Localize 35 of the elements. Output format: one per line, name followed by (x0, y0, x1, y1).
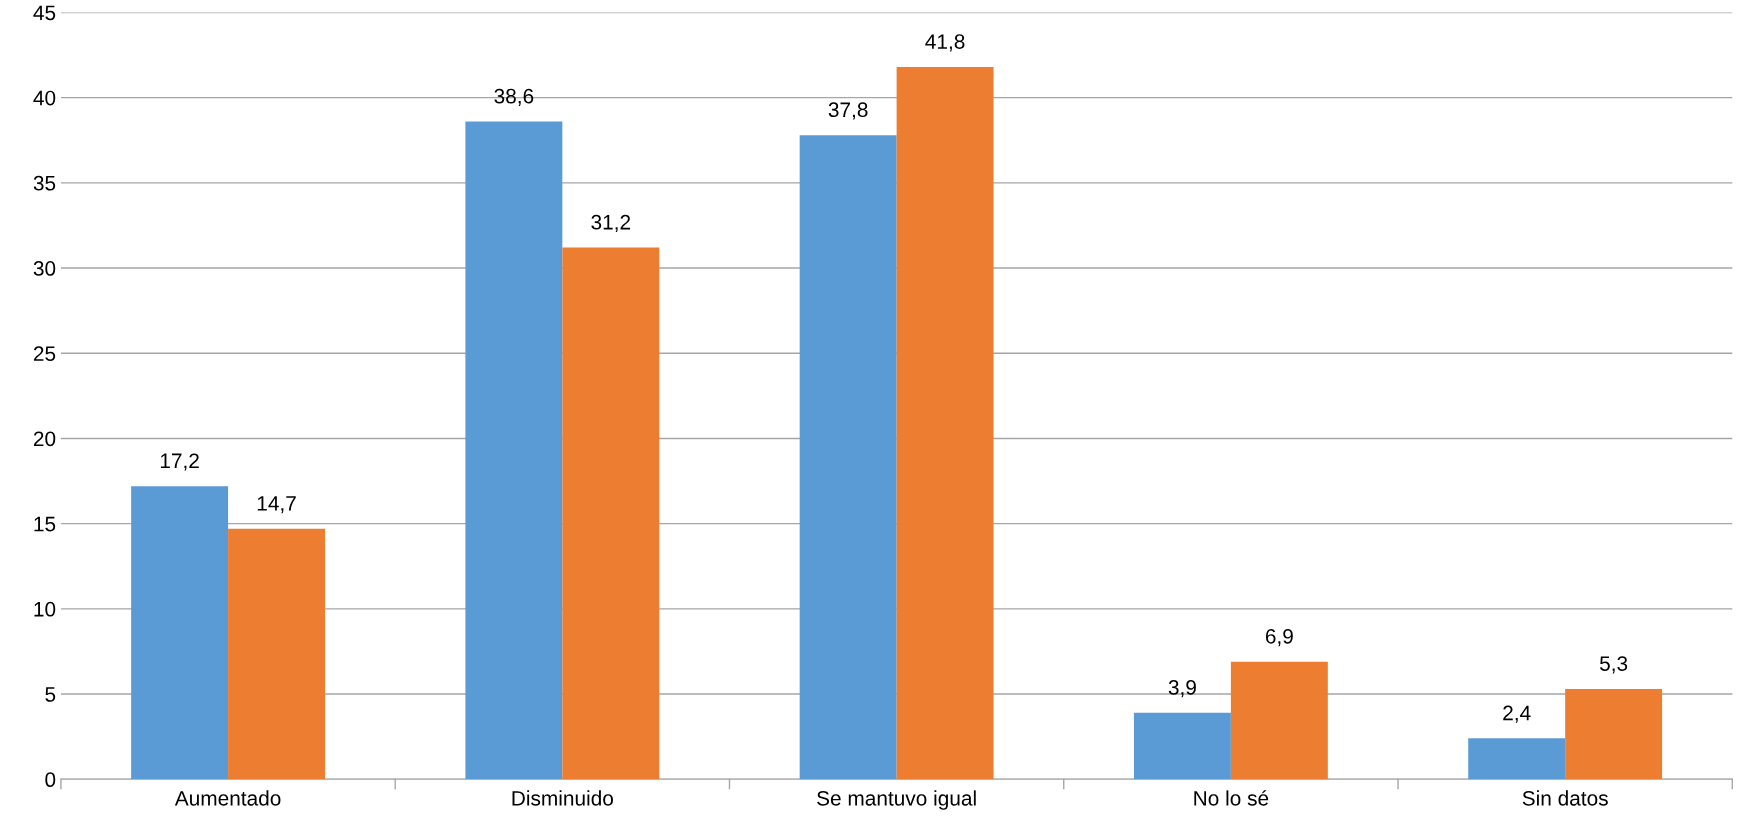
data-label: 2,4 (1503, 705, 1531, 723)
x-tick-label: No lo sé (1194, 790, 1269, 806)
bar (228, 528, 326, 780)
data-label: 14,7 (257, 496, 296, 514)
bar (799, 135, 897, 780)
x-tick-label: Sin datos (1522, 790, 1608, 806)
bar (131, 486, 229, 780)
bar (562, 247, 660, 780)
y-tick-label: 20 (33, 431, 56, 447)
data-label: 6,9 (1265, 628, 1293, 647)
y-tick-label: 5 (45, 687, 56, 702)
y-tick-label: 35 (33, 175, 56, 191)
bar (1133, 712, 1231, 780)
data-label: 31,2 (591, 214, 631, 233)
bar (1468, 738, 1566, 780)
data-label: 37,8 (828, 102, 868, 120)
data-label: 41,8 (925, 34, 965, 52)
y-tick-label: 0 (45, 772, 56, 788)
y-tick-label: 10 (34, 601, 56, 617)
y-tick-label: 40 (33, 90, 56, 106)
y-tick-label: 15 (34, 516, 56, 532)
bar (465, 121, 563, 780)
data-label: 17,2 (160, 453, 199, 471)
data-label: 38,6 (494, 88, 534, 106)
y-tick-label: 45 (33, 5, 56, 21)
bar (1565, 688, 1663, 780)
x-tick-label: Disminuido (512, 790, 613, 806)
data-label: 3,9 (1168, 680, 1196, 698)
x-tick-label: Se mantuvo igual (817, 790, 976, 810)
y-tick-label: 30 (33, 261, 56, 276)
bar (896, 66, 994, 780)
x-tick-label: Aumentado (174, 790, 281, 806)
y-tick-label: 25 (33, 346, 56, 361)
data-label: 5,3 (1599, 656, 1628, 674)
bar (1230, 661, 1328, 780)
